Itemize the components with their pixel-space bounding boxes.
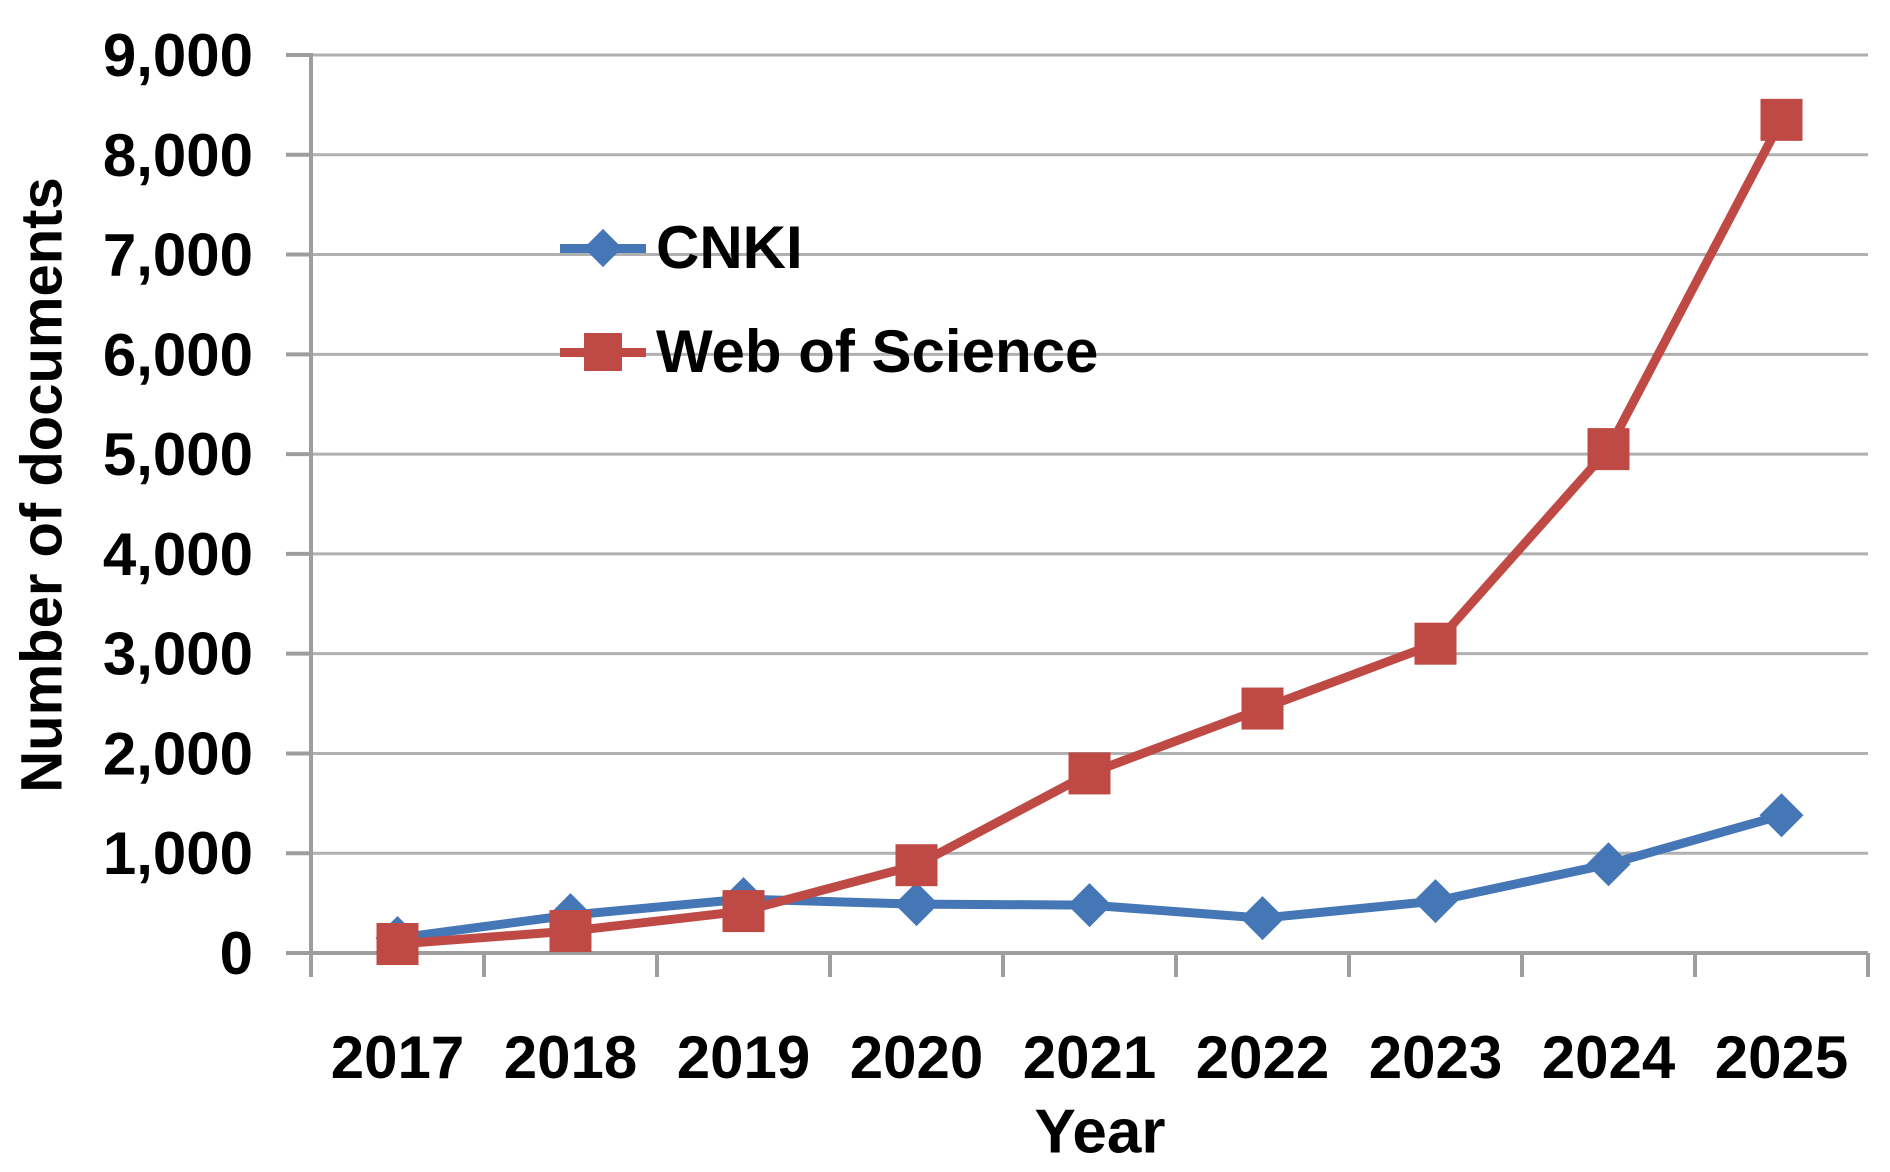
y-tick-label: 0: [220, 920, 253, 987]
data-point-diamond-icon: [1759, 793, 1804, 838]
y-tick-label: 7,000: [103, 222, 253, 289]
legend-item-web-of-science: Web of Science: [560, 322, 1098, 382]
y-tick-label: 4,000: [103, 521, 253, 588]
y-tick-label: 5,000: [103, 421, 253, 488]
data-point-diamond-icon: [1240, 896, 1285, 941]
y-tick-label: 6,000: [103, 321, 253, 388]
y-axis-title: Number of documents: [9, 177, 75, 793]
data-point-square-icon: [722, 890, 765, 933]
data-point-diamond-icon: [1413, 879, 1458, 924]
y-axis-ticks: [286, 53, 311, 955]
x-tick-label: 2018: [504, 1024, 637, 1091]
data-point-square-icon: [549, 910, 592, 953]
x-tick-label: 2017: [331, 1024, 464, 1091]
y-tick-labels: 0 1,000 2,000 3,000 4,000 5,000 6,000 7,000 8,00…: [103, 22, 253, 987]
y-tick-label: 8,000: [103, 122, 253, 189]
gridlines: [311, 53, 1868, 855]
x-tick-label: 2022: [1196, 1024, 1329, 1091]
series-web-of-science: [376, 98, 1803, 966]
x-tick-label: 2023: [1369, 1024, 1502, 1091]
data-point-square-icon: [1587, 428, 1630, 471]
x-tick-label: 2019: [677, 1024, 810, 1091]
x-tick-label: 2025: [1715, 1024, 1848, 1091]
data-point-square-icon: [376, 923, 419, 966]
cnki-legend-label: CNKI: [656, 214, 803, 281]
x-axis-title: Year: [1034, 1097, 1166, 1167]
x-tick-label: 2020: [850, 1024, 983, 1091]
y-tick-label: 3,000: [103, 621, 253, 688]
data-point-square-icon: [1760, 98, 1803, 141]
data-point-square-icon: [1414, 622, 1457, 665]
data-point-square-icon: [895, 844, 938, 887]
data-point-square-icon: [1068, 752, 1111, 795]
y-tick-label: 9,000: [103, 22, 253, 89]
x-tick-label: 2021: [1023, 1024, 1156, 1091]
data-point-diamond-icon: [894, 882, 939, 927]
wos-legend-label: Web of Science: [656, 318, 1099, 385]
data-point-diamond-icon: [1586, 842, 1631, 887]
cnki-legend-line: [560, 228, 646, 268]
legend-item-cnki: CNKI: [560, 218, 803, 278]
y-tick-label: 1,000: [103, 820, 253, 887]
wos-legend-line: [560, 333, 646, 371]
x-tick-labels: 2017 2018 2019 2020 2021 2022 2023 2024 2025: [331, 1024, 1848, 1091]
wos-square-marker-icon: [584, 333, 622, 371]
x-axis-ticks: [309, 953, 1870, 977]
cnki-diamond-marker-icon: [583, 228, 623, 268]
x-tick-label: 2024: [1542, 1024, 1676, 1091]
y-tick-label: 2,000: [103, 720, 253, 787]
data-point-diamond-icon: [1067, 883, 1112, 928]
data-point-square-icon: [1241, 687, 1284, 730]
